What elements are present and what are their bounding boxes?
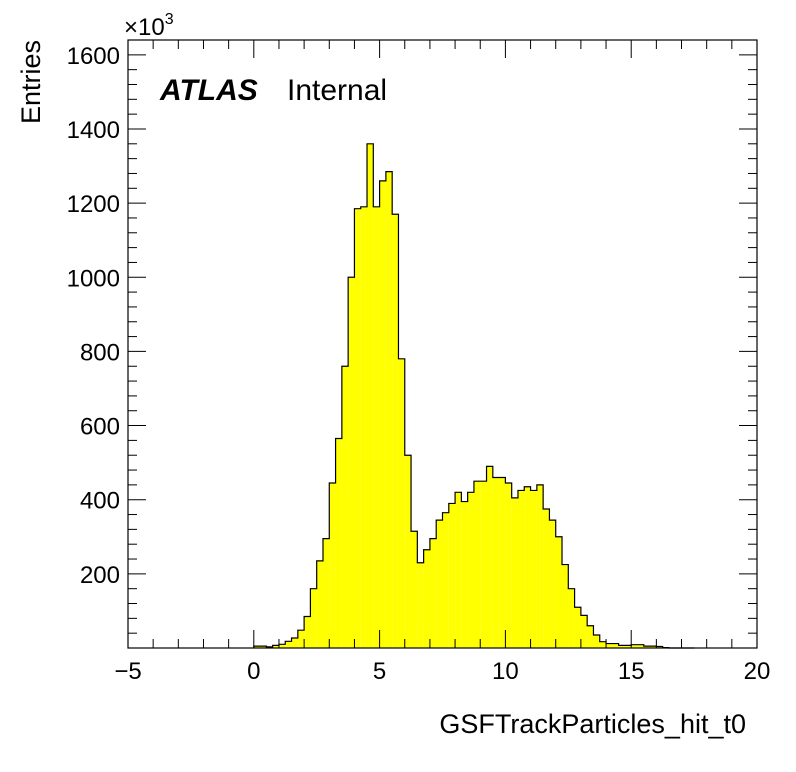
- histogram-bar: [278, 644, 286, 648]
- histogram-bar: [373, 206, 380, 648]
- histogram-outline: [253, 143, 695, 649]
- histogram-bar: [574, 607, 581, 648]
- x-tick-label: 20: [744, 658, 771, 685]
- x-tick-label: 0: [247, 658, 260, 685]
- x-axis-title: GSFTrackParticles_hit_t0: [439, 709, 746, 739]
- histogram-bar: [631, 644, 638, 648]
- plot-frame: [127, 39, 758, 649]
- y-tick-label: 1400: [67, 117, 120, 144]
- histogram-bar: [580, 615, 588, 648]
- tick-labels: −5 0 5 10 15 20 200 400 600 800 1000 1200 1400 1600: [67, 43, 771, 685]
- histogram-bar: [461, 501, 468, 648]
- histogram-bar: [253, 646, 261, 648]
- histogram-bar: [517, 490, 525, 648]
- histogram-bar: [385, 171, 393, 649]
- axis-ticks: [127, 39, 758, 648]
- histogram-bar: [448, 503, 456, 648]
- histogram-bar: [593, 635, 600, 648]
- y-tick-label: 800: [80, 339, 120, 366]
- histogram-bar: [562, 564, 569, 648]
- histogram-bar: [310, 588, 317, 648]
- x-tick-label: 15: [618, 658, 645, 685]
- x-tick-label: 5: [373, 658, 386, 685]
- y-tick-label: 1200: [67, 191, 120, 218]
- histogram-bar: [297, 630, 305, 648]
- histogram-bar: [492, 477, 500, 648]
- histogram-bar: [480, 481, 487, 648]
- histogram-bar: [354, 208, 361, 648]
- histogram-bar: [442, 512, 449, 648]
- internal-label: Internal: [287, 74, 387, 107]
- histogram-bar: [304, 616, 311, 648]
- histogram-bar: [335, 438, 342, 648]
- histogram-bar: [455, 492, 462, 648]
- histogram-bar: [555, 536, 563, 648]
- histogram-bar: [499, 477, 506, 648]
- y-tick-label: 200: [80, 562, 120, 589]
- histogram-bar: [392, 214, 399, 648]
- histogram-bar: [316, 560, 323, 648]
- histogram-bar: [291, 637, 298, 648]
- histogram-bar: [348, 277, 355, 648]
- histogram-bar: [417, 562, 424, 648]
- histogram-bar: [543, 508, 550, 648]
- y-tick-label: 400: [80, 488, 120, 515]
- histogram-bar: [429, 538, 437, 648]
- histogram-bar: [360, 206, 368, 648]
- histogram-bar: [618, 645, 625, 648]
- histogram-bar: [367, 143, 374, 648]
- histogram-bar: [536, 484, 544, 648]
- histogram-bar: [272, 645, 279, 648]
- histogram-bar: [568, 588, 575, 648]
- histogram-bar: [637, 644, 644, 648]
- x-tick-label: −5: [114, 658, 141, 685]
- histogram-bar: [606, 643, 613, 648]
- y-axis-multiplier: ×103: [124, 11, 174, 41]
- histogram-bar: [260, 646, 267, 648]
- histogram-bar: [341, 366, 349, 648]
- histogram-bar: [467, 492, 474, 648]
- histogram-bar: [650, 646, 657, 648]
- y-tick-label: 600: [80, 414, 120, 441]
- histogram-bar: [486, 466, 493, 648]
- y-tick-label: 1000: [67, 265, 120, 292]
- histogram-bars: [253, 143, 695, 649]
- histogram-bar: [285, 641, 292, 648]
- multiplier-base: ×10: [124, 14, 165, 41]
- x-tick-label: 10: [492, 658, 519, 685]
- histogram-bar: [624, 645, 632, 648]
- histogram-bar: [599, 641, 607, 648]
- histogram-bar: [656, 646, 663, 648]
- histogram-bar: [524, 486, 531, 648]
- histogram-bar: [329, 483, 336, 648]
- histogram-bar: [530, 490, 537, 648]
- histogram-bar: [643, 646, 651, 648]
- histogram-bar: [511, 497, 518, 648]
- histogram-bar: [404, 455, 412, 648]
- y-tick-label: 1600: [67, 43, 120, 70]
- multiplier-exponent: 3: [165, 11, 174, 28]
- histogram-bar: [411, 531, 418, 648]
- histogram-bar: [587, 625, 594, 648]
- y-axis-title: Entries: [16, 40, 46, 124]
- atlas-label: ATLAS: [159, 74, 258, 107]
- histogram-bar: [436, 520, 443, 648]
- histogram-bar: [549, 520, 556, 648]
- histogram-bar: [423, 549, 430, 648]
- histogram-bar: [322, 538, 330, 648]
- histogram-bar: [379, 180, 386, 648]
- histogram-bar: [612, 643, 619, 648]
- histogram-bar: [473, 481, 481, 648]
- histogram-bar: [505, 483, 512, 648]
- histogram-bar: [398, 358, 405, 648]
